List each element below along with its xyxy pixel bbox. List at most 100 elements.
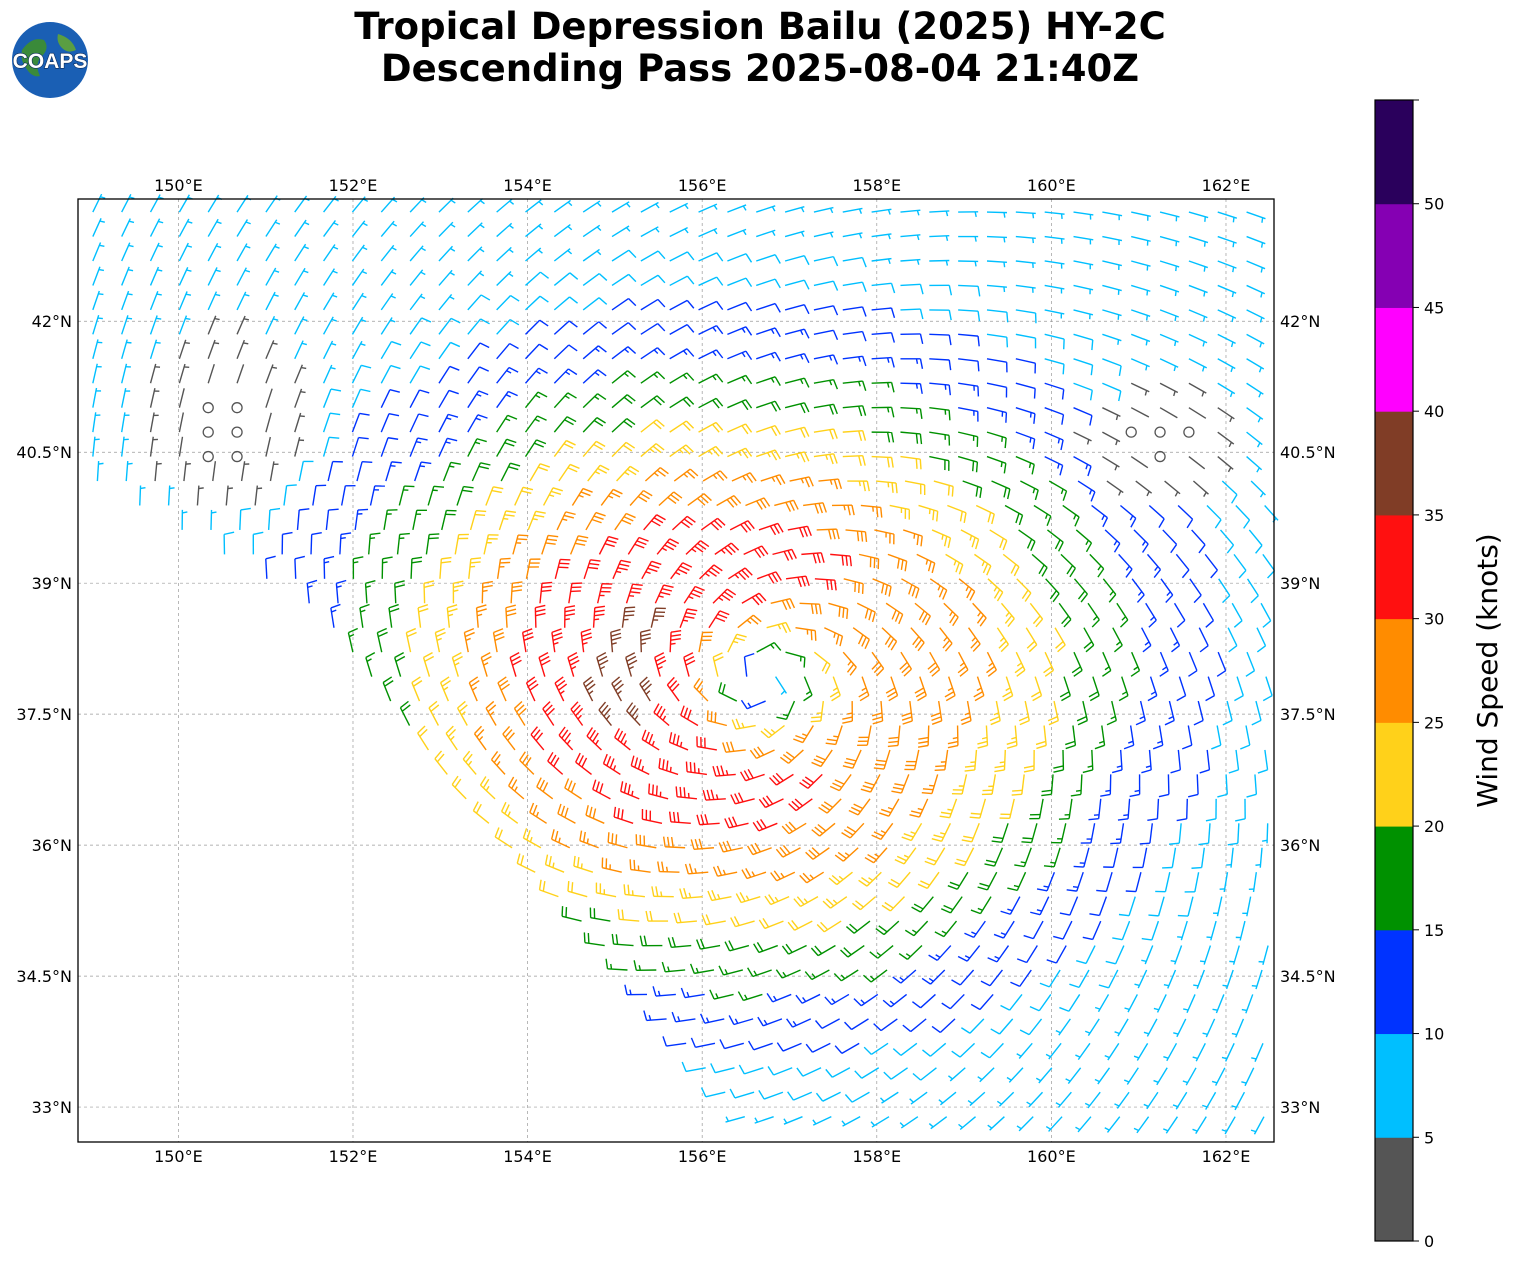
wind-barb bbox=[810, 944, 836, 957]
wind-barb bbox=[1106, 700, 1117, 726]
colorbar-bin bbox=[1375, 514, 1413, 620]
wind-barb bbox=[351, 388, 371, 408]
wind-barb bbox=[1191, 529, 1206, 554]
wind-barb bbox=[852, 896, 877, 911]
wind-barb bbox=[1251, 700, 1262, 726]
wind-barb bbox=[685, 761, 708, 776]
wind-barb bbox=[178, 388, 185, 408]
wind-barb bbox=[853, 993, 879, 1007]
wind-barb bbox=[967, 1091, 986, 1107]
wind-barb bbox=[567, 652, 580, 677]
wind-barb bbox=[640, 322, 666, 335]
wind-barb bbox=[871, 307, 896, 318]
wind-barb bbox=[652, 986, 676, 997]
wind-barb bbox=[1162, 847, 1177, 869]
wind-barb bbox=[1102, 235, 1123, 246]
wind-barb bbox=[719, 1039, 744, 1050]
map-tick-labels: 150°E 150°E 152°E 152°E 154°E 154°E 156°E 156°E… bbox=[16, 176, 1335, 1166]
wind-barb bbox=[980, 1042, 1004, 1059]
wind-speed-colorbar: 0 5 10 15 20 25 30 35 40 45 50 bbox=[1374, 99, 1444, 1251]
wind-barb bbox=[871, 381, 895, 393]
wind-barb bbox=[92, 193, 106, 213]
wind-barb bbox=[758, 1089, 784, 1100]
wind-barb bbox=[592, 779, 611, 800]
wind-barb bbox=[427, 485, 445, 506]
colorbar-bin bbox=[1375, 722, 1413, 827]
wind-barb bbox=[690, 1037, 716, 1048]
wind-barb bbox=[662, 1036, 687, 1047]
wind-barb bbox=[380, 364, 401, 384]
wind-barb bbox=[1065, 1067, 1082, 1084]
wind-barb bbox=[1188, 333, 1208, 347]
wind-barb bbox=[438, 269, 455, 286]
wind-barb bbox=[207, 363, 215, 384]
wind-barb bbox=[695, 938, 721, 950]
wind-barb bbox=[322, 412, 341, 433]
wind-barb bbox=[1114, 1091, 1130, 1109]
wind-barb bbox=[813, 403, 838, 415]
wind-barb bbox=[265, 195, 281, 213]
wind-barb bbox=[538, 652, 551, 677]
wind-barb bbox=[871, 406, 895, 418]
wind-barb bbox=[986, 358, 1008, 373]
wind-barb bbox=[1132, 847, 1148, 869]
title-line-2: Descending Pass 2025-08-04 21:40Z bbox=[380, 47, 1140, 90]
wind-barb bbox=[1094, 725, 1106, 750]
wind-barb bbox=[1212, 896, 1223, 917]
wind-barb bbox=[879, 1091, 899, 1104]
wind-barb bbox=[1147, 798, 1160, 822]
globe-land-shape-2 bbox=[57, 34, 76, 52]
wind-barb bbox=[1066, 871, 1084, 892]
wind-barb bbox=[294, 388, 306, 408]
wind-barb bbox=[1147, 676, 1158, 702]
wind-barb bbox=[1076, 700, 1089, 726]
wind-barb bbox=[265, 243, 280, 262]
wind-barb bbox=[611, 273, 637, 287]
wind-barb bbox=[381, 556, 393, 579]
wind-barb bbox=[121, 218, 135, 237]
wind-barb bbox=[409, 437, 428, 457]
wind-barb bbox=[974, 553, 992, 576]
wind-barb bbox=[640, 443, 665, 458]
wind-barb bbox=[120, 387, 131, 408]
wind-barb bbox=[1159, 407, 1178, 419]
wind-barb bbox=[661, 961, 686, 973]
wind-barb bbox=[640, 419, 665, 433]
wind-barb bbox=[425, 533, 440, 555]
wind-barb bbox=[149, 339, 161, 359]
wind-barb bbox=[696, 814, 720, 826]
wind-barb bbox=[525, 247, 543, 262]
wind-barb bbox=[1130, 333, 1151, 346]
wind-barb bbox=[741, 592, 767, 606]
wind-barb bbox=[617, 909, 640, 922]
wind-barb bbox=[468, 557, 482, 579]
wind-barb bbox=[409, 221, 427, 238]
wind-barb bbox=[1221, 1043, 1235, 1062]
wind-barb bbox=[1002, 553, 1020, 577]
wind-barb bbox=[986, 309, 1009, 323]
wind-barb bbox=[958, 578, 976, 601]
wind-barb bbox=[335, 579, 347, 604]
wind-barb bbox=[298, 460, 314, 482]
wind-barb bbox=[1112, 920, 1131, 941]
wind-barb bbox=[700, 517, 726, 531]
wind-barb bbox=[756, 400, 781, 412]
wind-barb bbox=[340, 484, 356, 506]
wind-barb bbox=[928, 945, 952, 961]
wind-barb bbox=[813, 255, 839, 267]
wind-barb bbox=[967, 627, 981, 652]
wind-barb bbox=[947, 871, 969, 890]
wind-barb bbox=[92, 266, 105, 286]
wind-barb bbox=[322, 388, 342, 408]
wind-barb bbox=[954, 847, 975, 867]
wind-barb bbox=[1015, 382, 1036, 399]
wind-barb bbox=[894, 847, 917, 865]
wind-barb bbox=[492, 628, 505, 653]
wind-barb bbox=[524, 415, 547, 433]
wind-barb bbox=[438, 365, 460, 384]
wind-barb bbox=[1141, 920, 1160, 941]
wind-barb bbox=[1047, 700, 1059, 726]
wind-barb bbox=[833, 969, 859, 982]
wind-barb bbox=[178, 242, 193, 262]
wind-barb bbox=[900, 333, 924, 345]
